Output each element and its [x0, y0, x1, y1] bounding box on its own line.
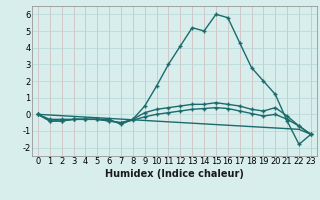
X-axis label: Humidex (Indice chaleur): Humidex (Indice chaleur): [105, 169, 244, 179]
